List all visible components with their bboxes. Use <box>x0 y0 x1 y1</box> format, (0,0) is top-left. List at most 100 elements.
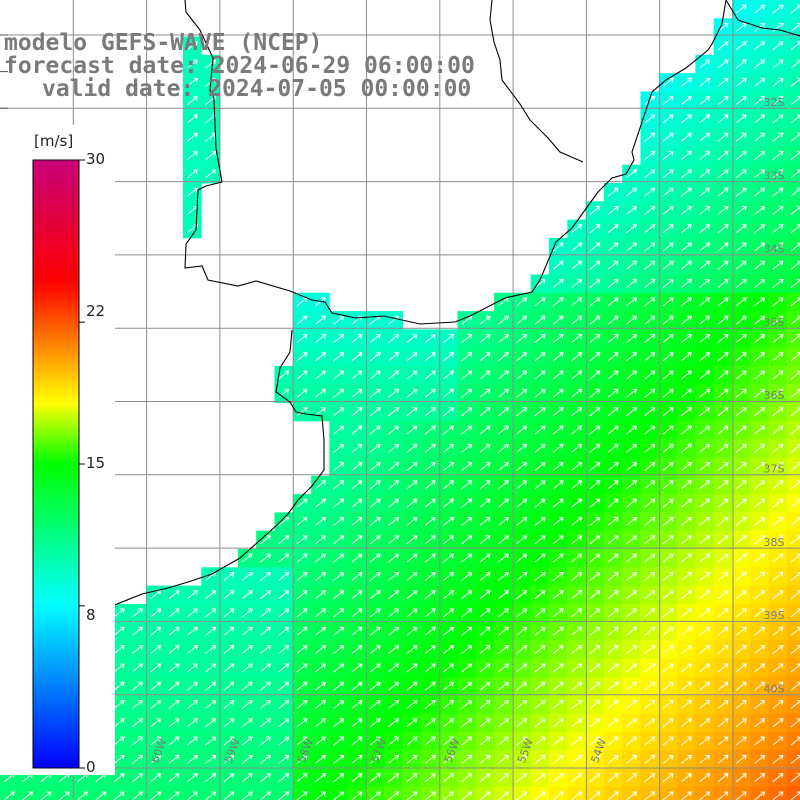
wind-arrow <box>296 553 308 563</box>
wind-cell <box>786 530 800 550</box>
wind-arrow <box>607 425 619 435</box>
wind-arrow <box>699 590 711 600</box>
wind-arrow <box>351 425 363 435</box>
wind-arrow <box>717 626 729 636</box>
wind-arrow <box>735 480 747 490</box>
wind-arrow <box>406 700 418 709</box>
wind-cell <box>549 786 568 800</box>
wind-arrow <box>571 572 583 581</box>
wind-arrow <box>754 718 766 728</box>
wind-arrow <box>552 773 564 783</box>
wind-arrow <box>351 626 363 636</box>
wind-arrow <box>772 151 784 160</box>
wind-arrow <box>790 773 800 783</box>
wind-arrow <box>296 334 308 343</box>
wind-arrow <box>607 388 619 398</box>
wind-arrow <box>461 608 473 618</box>
wind-arrow <box>516 572 528 581</box>
wind-arrow <box>369 626 381 636</box>
wind-cell <box>786 494 800 513</box>
wind-arrow <box>223 663 235 673</box>
wind-arrow <box>333 700 345 709</box>
wind-arrow <box>607 498 619 508</box>
wind-arrow <box>754 388 766 398</box>
wind-arrow <box>168 718 180 728</box>
wind-arrow <box>205 590 217 600</box>
wind-arrow <box>662 334 674 343</box>
wind-arrow <box>680 169 692 179</box>
wind-arrow <box>296 590 308 600</box>
wind-arrow <box>406 334 418 343</box>
wind-arrow <box>314 608 326 618</box>
wind-arrow <box>534 407 546 417</box>
wind-arrow <box>461 773 473 783</box>
wind-arrow <box>131 773 143 783</box>
wind-arrow <box>150 773 162 783</box>
wind-arrow <box>790 59 800 69</box>
wind-arrow <box>552 736 564 746</box>
wind-arrow <box>680 498 692 508</box>
wind-cell <box>786 164 800 184</box>
latitude-label: 40S <box>764 682 785 695</box>
wind-arrow <box>644 773 656 783</box>
wind-arrow <box>790 132 800 142</box>
wind-arrow <box>278 718 290 728</box>
wind-arrow <box>626 242 638 252</box>
wind-arrow <box>772 480 784 490</box>
wind-arrow <box>351 736 363 746</box>
wind-arrow <box>534 572 546 581</box>
wind-arrow <box>406 791 418 800</box>
wind-arrow <box>351 773 363 783</box>
wind-arrow <box>552 242 564 252</box>
wind-arrow <box>772 498 784 508</box>
wind-arrow <box>150 791 162 800</box>
wind-arrow <box>461 663 473 673</box>
wind-arrow <box>735 77 747 87</box>
wind-arrow <box>168 590 180 600</box>
wind-arrow <box>552 535 564 545</box>
wind-arrow <box>278 663 290 673</box>
wind-cell <box>512 786 532 800</box>
wind-arrow <box>479 700 491 709</box>
wind-arrow <box>333 443 345 453</box>
wind-arrow <box>680 334 692 343</box>
wind-arrow <box>388 626 400 636</box>
wind-arrow <box>388 736 400 746</box>
wind-arrow <box>662 663 674 673</box>
wind-arrow <box>296 352 308 362</box>
wind-arrow <box>790 535 800 545</box>
wind-cell <box>732 786 751 800</box>
wind-arrow <box>186 718 198 728</box>
wind-arrow <box>113 645 125 654</box>
wind-arrow <box>424 443 436 453</box>
wind-arrow <box>388 718 400 728</box>
wind-arrow <box>680 663 692 673</box>
wind-arrow <box>351 718 363 728</box>
wind-arrow <box>607 224 619 234</box>
wind-arrow <box>589 388 601 398</box>
wind-arrow <box>278 755 290 764</box>
wind-arrow <box>552 443 564 453</box>
wind-arrow <box>680 443 692 453</box>
wind-arrow <box>717 114 729 124</box>
wind-arrow <box>662 755 674 764</box>
wind-arrow <box>223 590 235 600</box>
wind-arrow <box>205 151 217 160</box>
wind-arrow <box>516 315 528 325</box>
wind-arrow <box>607 535 619 545</box>
wind-arrow <box>717 663 729 673</box>
wind-arrow <box>680 388 692 398</box>
wind-arrow <box>479 425 491 435</box>
wind-arrow <box>699 206 711 215</box>
wind-arrow <box>534 334 546 343</box>
wind-arrow <box>461 462 473 471</box>
wind-arrow <box>680 718 692 728</box>
wind-arrow <box>735 96 747 106</box>
wind-arrow <box>790 23 800 32</box>
wind-arrow <box>406 663 418 673</box>
wind-arrow <box>497 462 509 471</box>
wind-arrow <box>662 187 674 197</box>
wind-cell <box>786 786 800 800</box>
wind-arrow <box>461 517 473 526</box>
